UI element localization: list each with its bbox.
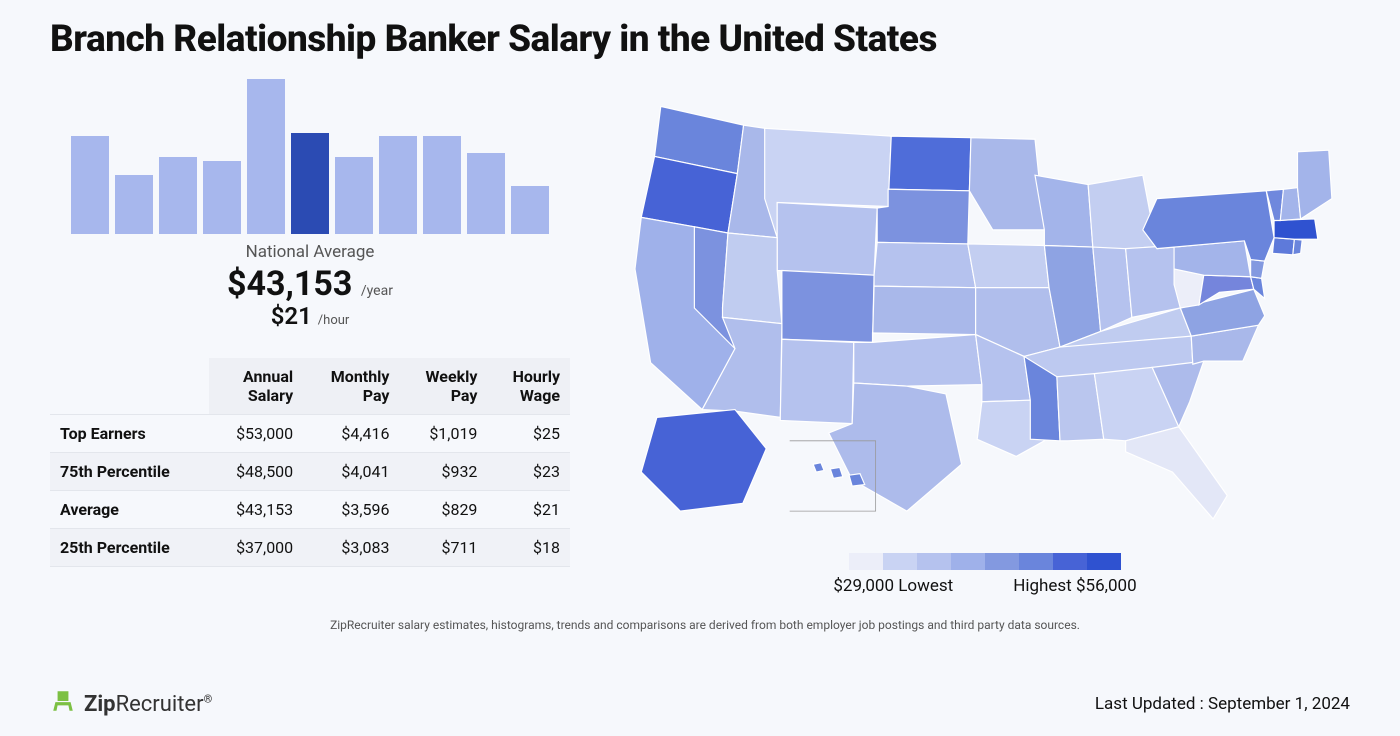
table-cell: $3,596 [303, 491, 399, 529]
table-cell: $37,000 [209, 529, 303, 567]
state-oh [1126, 246, 1181, 318]
legend-swatch [951, 553, 985, 570]
state-fl [1126, 427, 1228, 519]
histogram-bar [511, 186, 549, 234]
histogram-bar [291, 133, 329, 234]
table-cell: $3,083 [303, 529, 399, 567]
salary-histogram [50, 79, 570, 234]
legend-swatch [1019, 553, 1053, 570]
histogram-bar [423, 136, 461, 234]
table-cell: $53,000 [209, 415, 303, 453]
legend-swatch [985, 553, 1019, 570]
logo-text: ZipRecruiter® [84, 692, 212, 717]
legend-swatch [883, 553, 917, 570]
state-wi [1035, 175, 1093, 247]
state-ks [873, 286, 976, 342]
state-mi [1088, 175, 1157, 252]
ziprecruiter-logo: ZipRecruiter® [50, 688, 212, 720]
avg-hourly-suffix: /hour [318, 313, 350, 328]
table-header: AnnualSalary [209, 358, 303, 415]
footnote-text: ZipRecruiter salary estimates, histogram… [50, 618, 1360, 632]
table-header [50, 358, 209, 415]
state-ut [723, 233, 782, 324]
table-cell: $4,041 [303, 453, 399, 491]
histogram-bar [159, 157, 197, 235]
state-ma [1274, 219, 1318, 239]
state-ia [968, 244, 1049, 288]
state-co [782, 271, 874, 343]
table-cell: Top Earners [50, 415, 209, 453]
state-me [1298, 150, 1332, 219]
legend-lowest: $29,000 Lowest [833, 576, 953, 596]
state-ri [1293, 239, 1302, 255]
table-cell: $711 [399, 529, 487, 567]
state-nj [1251, 260, 1265, 279]
table-cell: $932 [399, 453, 487, 491]
histogram-bar [71, 136, 109, 234]
table-cell: $23 [487, 453, 570, 491]
legend-swatch [917, 553, 951, 570]
table-cell: $21 [487, 491, 570, 529]
table-cell: 75th Percentile [50, 453, 209, 491]
table-cell: Average [50, 491, 209, 529]
state-ok [854, 335, 982, 387]
state-ct [1273, 238, 1295, 255]
state-sd [877, 189, 969, 244]
state-ne [874, 242, 976, 287]
table-header: MonthlyPay [303, 358, 399, 415]
legend-swatch [1087, 553, 1121, 570]
state-mn [969, 138, 1044, 230]
state-nm [780, 339, 853, 423]
last-updated: Last Updated : September 1, 2024 [1095, 694, 1350, 714]
page-title: Branch Relationship Banker Salary in the… [50, 18, 1360, 61]
table-cell: $4,416 [303, 415, 399, 453]
legend-swatch [849, 553, 883, 570]
logo-icon [50, 688, 76, 720]
avg-annual-suffix: /year [361, 283, 393, 299]
state-wy [777, 203, 877, 276]
histogram-bar [467, 153, 505, 234]
national-average-annual: $43,153 /year [50, 264, 570, 304]
histogram-bar [115, 175, 153, 234]
histogram-label: National Average [50, 242, 570, 262]
table-row: 25th Percentile$37,000$3,083$711$18 [50, 529, 570, 567]
us-map [610, 73, 1360, 543]
avg-hourly-value: $21 [271, 302, 312, 330]
table-cell: $829 [399, 491, 487, 529]
table-cell: $25 [487, 415, 570, 453]
histogram-bar [335, 157, 373, 235]
avg-annual-value: $43,153 [227, 264, 352, 304]
table-cell: $43,153 [209, 491, 303, 529]
table-row: Average$43,153$3,596$829$21 [50, 491, 570, 529]
national-average-hourly: $21 /hour [50, 302, 570, 330]
table-cell: $48,500 [209, 453, 303, 491]
table-header: WeeklyPay [399, 358, 487, 415]
histogram-bar [247, 79, 285, 234]
legend-swatch [1053, 553, 1087, 570]
histogram-bar [203, 161, 241, 234]
histogram-bar [379, 136, 417, 234]
table-row: Top Earners$53,000$4,416$1,019$25 [50, 415, 570, 453]
table-cell: 25th Percentile [50, 529, 209, 567]
table-row: 75th Percentile$48,500$4,041$932$23 [50, 453, 570, 491]
legend-highest: Highest $56,000 [1013, 576, 1136, 596]
salary-table: AnnualSalaryMonthlyPayWeeklyPayHourlyWag… [50, 358, 570, 567]
map-legend [610, 553, 1360, 570]
table-cell: $18 [487, 529, 570, 567]
state-ak [641, 410, 766, 512]
table-cell: $1,019 [399, 415, 487, 453]
table-header: HourlyWage [487, 358, 570, 415]
